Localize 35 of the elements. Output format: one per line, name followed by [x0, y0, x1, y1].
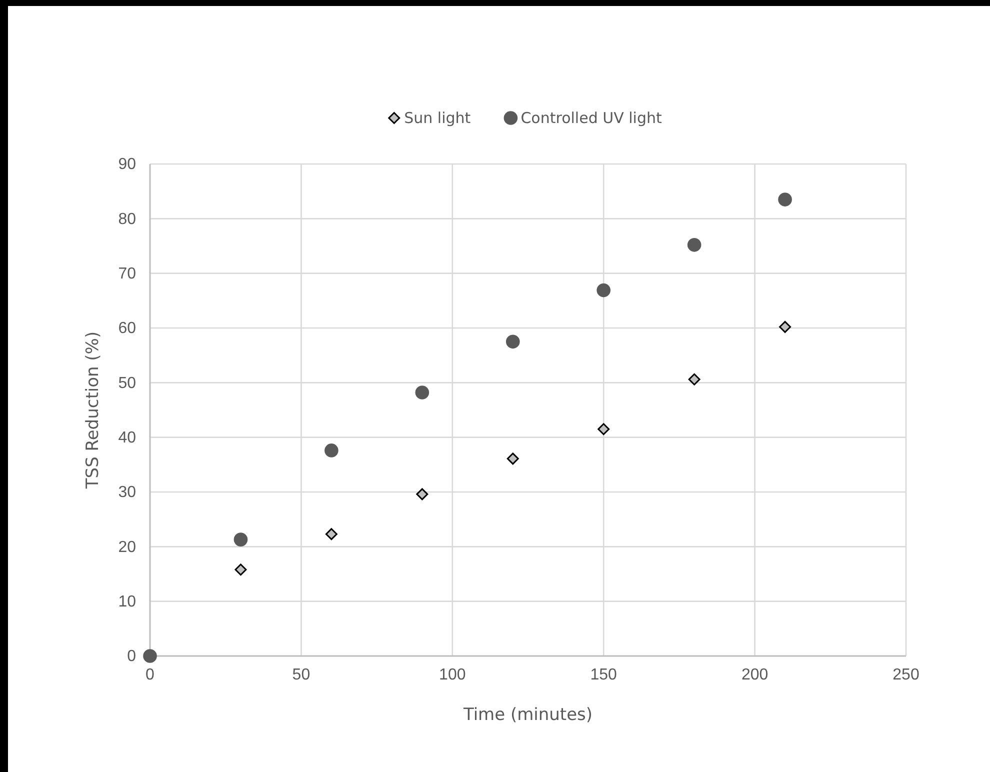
point [688, 373, 700, 386]
point [143, 649, 157, 663]
x-axis-title: Time (minutes) [462, 705, 593, 725]
y-tick-label: 20 [118, 538, 136, 556]
y-tick-label: 80 [118, 210, 136, 228]
point [415, 386, 430, 400]
point [234, 532, 248, 546]
point [778, 192, 792, 206]
y-tick-label: 40 [118, 429, 136, 446]
y-tick-label: 90 [118, 156, 136, 174]
point [687, 238, 702, 252]
point [779, 320, 792, 333]
y-tick-label: 0 [127, 648, 136, 666]
point [324, 444, 338, 458]
y-tick-label: 30 [118, 484, 136, 502]
point [506, 452, 519, 465]
x-tick-label: 150 [590, 666, 618, 684]
point [416, 488, 428, 500]
x-tick-label: 250 [892, 666, 920, 684]
point [598, 423, 610, 436]
legend-label: Sun light [404, 109, 471, 127]
point [325, 528, 338, 540]
y-tick-label: 60 [118, 320, 136, 338]
y-tick-label: 10 [118, 593, 136, 610]
y-axis-title: TSS Reduction (%) [83, 331, 103, 490]
x-tick-label: 200 [741, 666, 768, 684]
y-tick-label: 70 [118, 265, 136, 282]
x-tick-label: 100 [439, 666, 466, 684]
y-tick-label: 50 [118, 374, 136, 392]
point [506, 334, 520, 349]
point [234, 564, 247, 576]
x-tick-label: 0 [146, 666, 155, 684]
legend-label: Controlled UV light [520, 109, 662, 127]
point [596, 283, 611, 298]
x-tick-label: 50 [292, 666, 310, 684]
